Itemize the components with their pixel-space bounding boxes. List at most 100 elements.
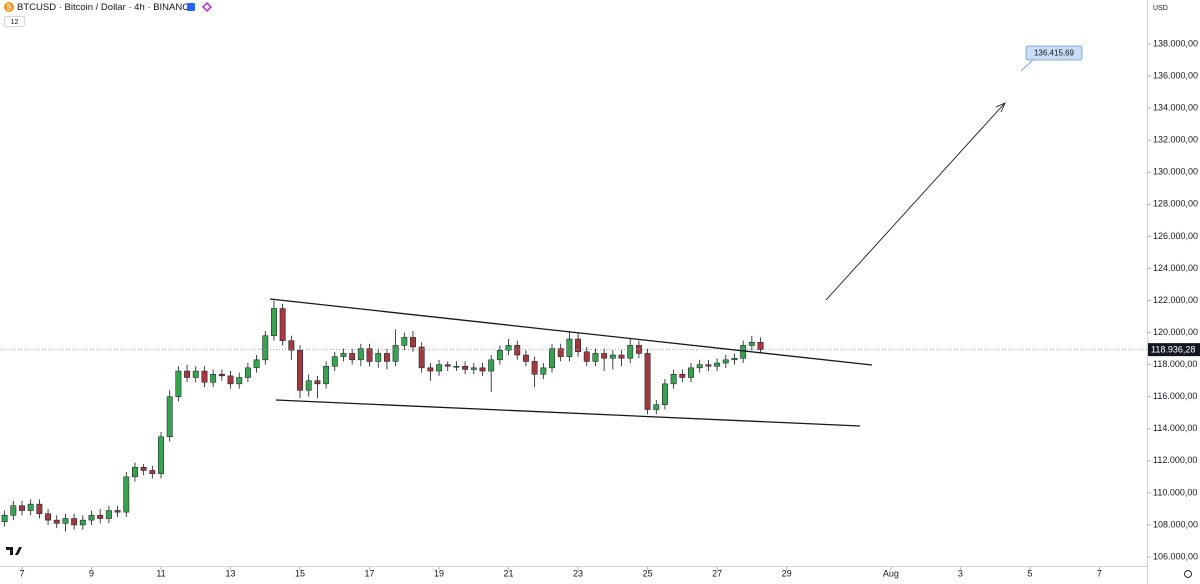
x-tick-label: 15 bbox=[295, 568, 305, 578]
candle-body bbox=[192, 370, 199, 378]
y-tick-label: 128.000,00 bbox=[1153, 199, 1198, 209]
candle-body bbox=[244, 367, 251, 378]
x-tick-label: 17 bbox=[365, 568, 375, 578]
candle-body bbox=[27, 503, 34, 511]
symbol-logo bbox=[4, 2, 14, 12]
y-tick-label: 136.000,00 bbox=[1153, 70, 1198, 80]
candle-body bbox=[505, 345, 512, 351]
candle-body bbox=[105, 510, 112, 519]
lower-trend-line[interactable] bbox=[275, 399, 861, 427]
arrow-head bbox=[995, 102, 1006, 113]
candle-body bbox=[531, 361, 538, 375]
candle-body bbox=[696, 364, 703, 369]
candle-body bbox=[158, 436, 164, 474]
symbol-title[interactable]: BTCUSD · Bitcoin / Dollar · 4h · BINANCE bbox=[17, 2, 195, 13]
settings-icon[interactable] bbox=[1184, 570, 1192, 578]
y-tick-label: 108.000,00 bbox=[1153, 519, 1198, 529]
candle-body bbox=[314, 380, 321, 385]
candle-body bbox=[722, 359, 729, 364]
upper-trend-line[interactable] bbox=[269, 298, 873, 366]
candle-body bbox=[679, 374, 686, 378]
x-tick-label: 7 bbox=[1097, 568, 1102, 578]
candle-body bbox=[462, 365, 469, 370]
candle-body bbox=[184, 370, 191, 378]
candle-body bbox=[609, 354, 616, 359]
candle-body bbox=[366, 348, 373, 362]
candle-body bbox=[688, 367, 694, 378]
candle-body bbox=[740, 345, 747, 359]
last-price-box bbox=[1148, 343, 1200, 357]
candle-body bbox=[549, 348, 555, 369]
candle-body bbox=[331, 356, 338, 367]
plot-area bbox=[0, 43, 1151, 570]
candle-body bbox=[627, 345, 634, 359]
candle-body bbox=[210, 374, 217, 383]
candle-body bbox=[453, 365, 460, 368]
candle-body bbox=[662, 383, 668, 405]
interval-badge[interactable] bbox=[4, 16, 25, 27]
candle-body bbox=[36, 503, 43, 514]
candle-body bbox=[392, 345, 399, 362]
candle-body bbox=[140, 466, 147, 471]
y-tick-label: 112.000,00 bbox=[1153, 455, 1197, 465]
candle-body bbox=[149, 470, 156, 474]
candle-body bbox=[540, 367, 547, 375]
y-tick-label: 114.000,00 bbox=[1153, 423, 1197, 433]
candle-body bbox=[731, 357, 738, 361]
candle-body bbox=[123, 476, 130, 513]
candle-body bbox=[748, 341, 755, 346]
candle-body bbox=[714, 362, 721, 367]
logo-glyph: ₿ bbox=[6, 3, 11, 11]
candle-body bbox=[757, 341, 764, 350]
candle-body bbox=[88, 515, 95, 521]
callout-text: 136.415,69 bbox=[1034, 49, 1075, 58]
candle-body bbox=[19, 505, 25, 511]
x-tick-label: Aug bbox=[883, 568, 899, 578]
x-tick-label: 7 bbox=[19, 568, 24, 578]
candle-body bbox=[349, 353, 356, 361]
x-tick-label: 21 bbox=[504, 568, 514, 578]
y-tick-label: 116.000,00 bbox=[1153, 391, 1197, 401]
x-tick-label: 9 bbox=[89, 568, 94, 578]
candle-body bbox=[132, 466, 138, 478]
candle-body bbox=[618, 354, 625, 359]
x-tick-label: 23 bbox=[573, 568, 583, 578]
candle-body bbox=[653, 404, 660, 410]
candle-body bbox=[1, 515, 8, 522]
flag-icon[interactable] bbox=[187, 3, 195, 11]
candle-body bbox=[522, 354, 529, 362]
y-tick-label: 124.000,00 bbox=[1153, 263, 1198, 273]
candle-body bbox=[79, 519, 86, 526]
alert-icon[interactable] bbox=[201, 1, 213, 13]
projection-arrow[interactable] bbox=[825, 103, 1005, 301]
interval-badge-text: 12 bbox=[11, 19, 19, 26]
candle-body bbox=[592, 353, 599, 362]
y-tick-label: 134.000,00 bbox=[1153, 103, 1198, 113]
callout-pointer bbox=[1020, 58, 1035, 72]
candle-body bbox=[236, 377, 243, 385]
currency-label[interactable]: USD bbox=[1153, 5, 1168, 12]
y-tick-label: 130.000,00 bbox=[1153, 167, 1198, 177]
callout-box[interactable] bbox=[1025, 45, 1083, 61]
candle-body bbox=[279, 308, 286, 341]
candle-body bbox=[401, 337, 408, 346]
brand-logo[interactable] bbox=[6, 547, 22, 555]
candle-body bbox=[10, 505, 17, 516]
candle-body bbox=[583, 351, 590, 362]
y-tick-label: 138.000,00 bbox=[1153, 38, 1198, 48]
candle-body bbox=[436, 364, 442, 372]
candle-body bbox=[175, 370, 182, 397]
candle-body bbox=[262, 335, 269, 361]
x-tick-label: 27 bbox=[712, 568, 722, 578]
candle-body bbox=[97, 515, 104, 519]
candle-body bbox=[201, 370, 208, 383]
y-tick-label: 126.000,00 bbox=[1153, 231, 1198, 241]
candle-body bbox=[410, 337, 416, 348]
candle-body bbox=[488, 359, 495, 372]
candle-body bbox=[644, 353, 651, 410]
x-tick-label: 29 bbox=[782, 568, 792, 578]
candle-body bbox=[62, 518, 69, 524]
x-tick-label: 13 bbox=[226, 568, 236, 578]
x-tick-label: 25 bbox=[643, 568, 653, 578]
